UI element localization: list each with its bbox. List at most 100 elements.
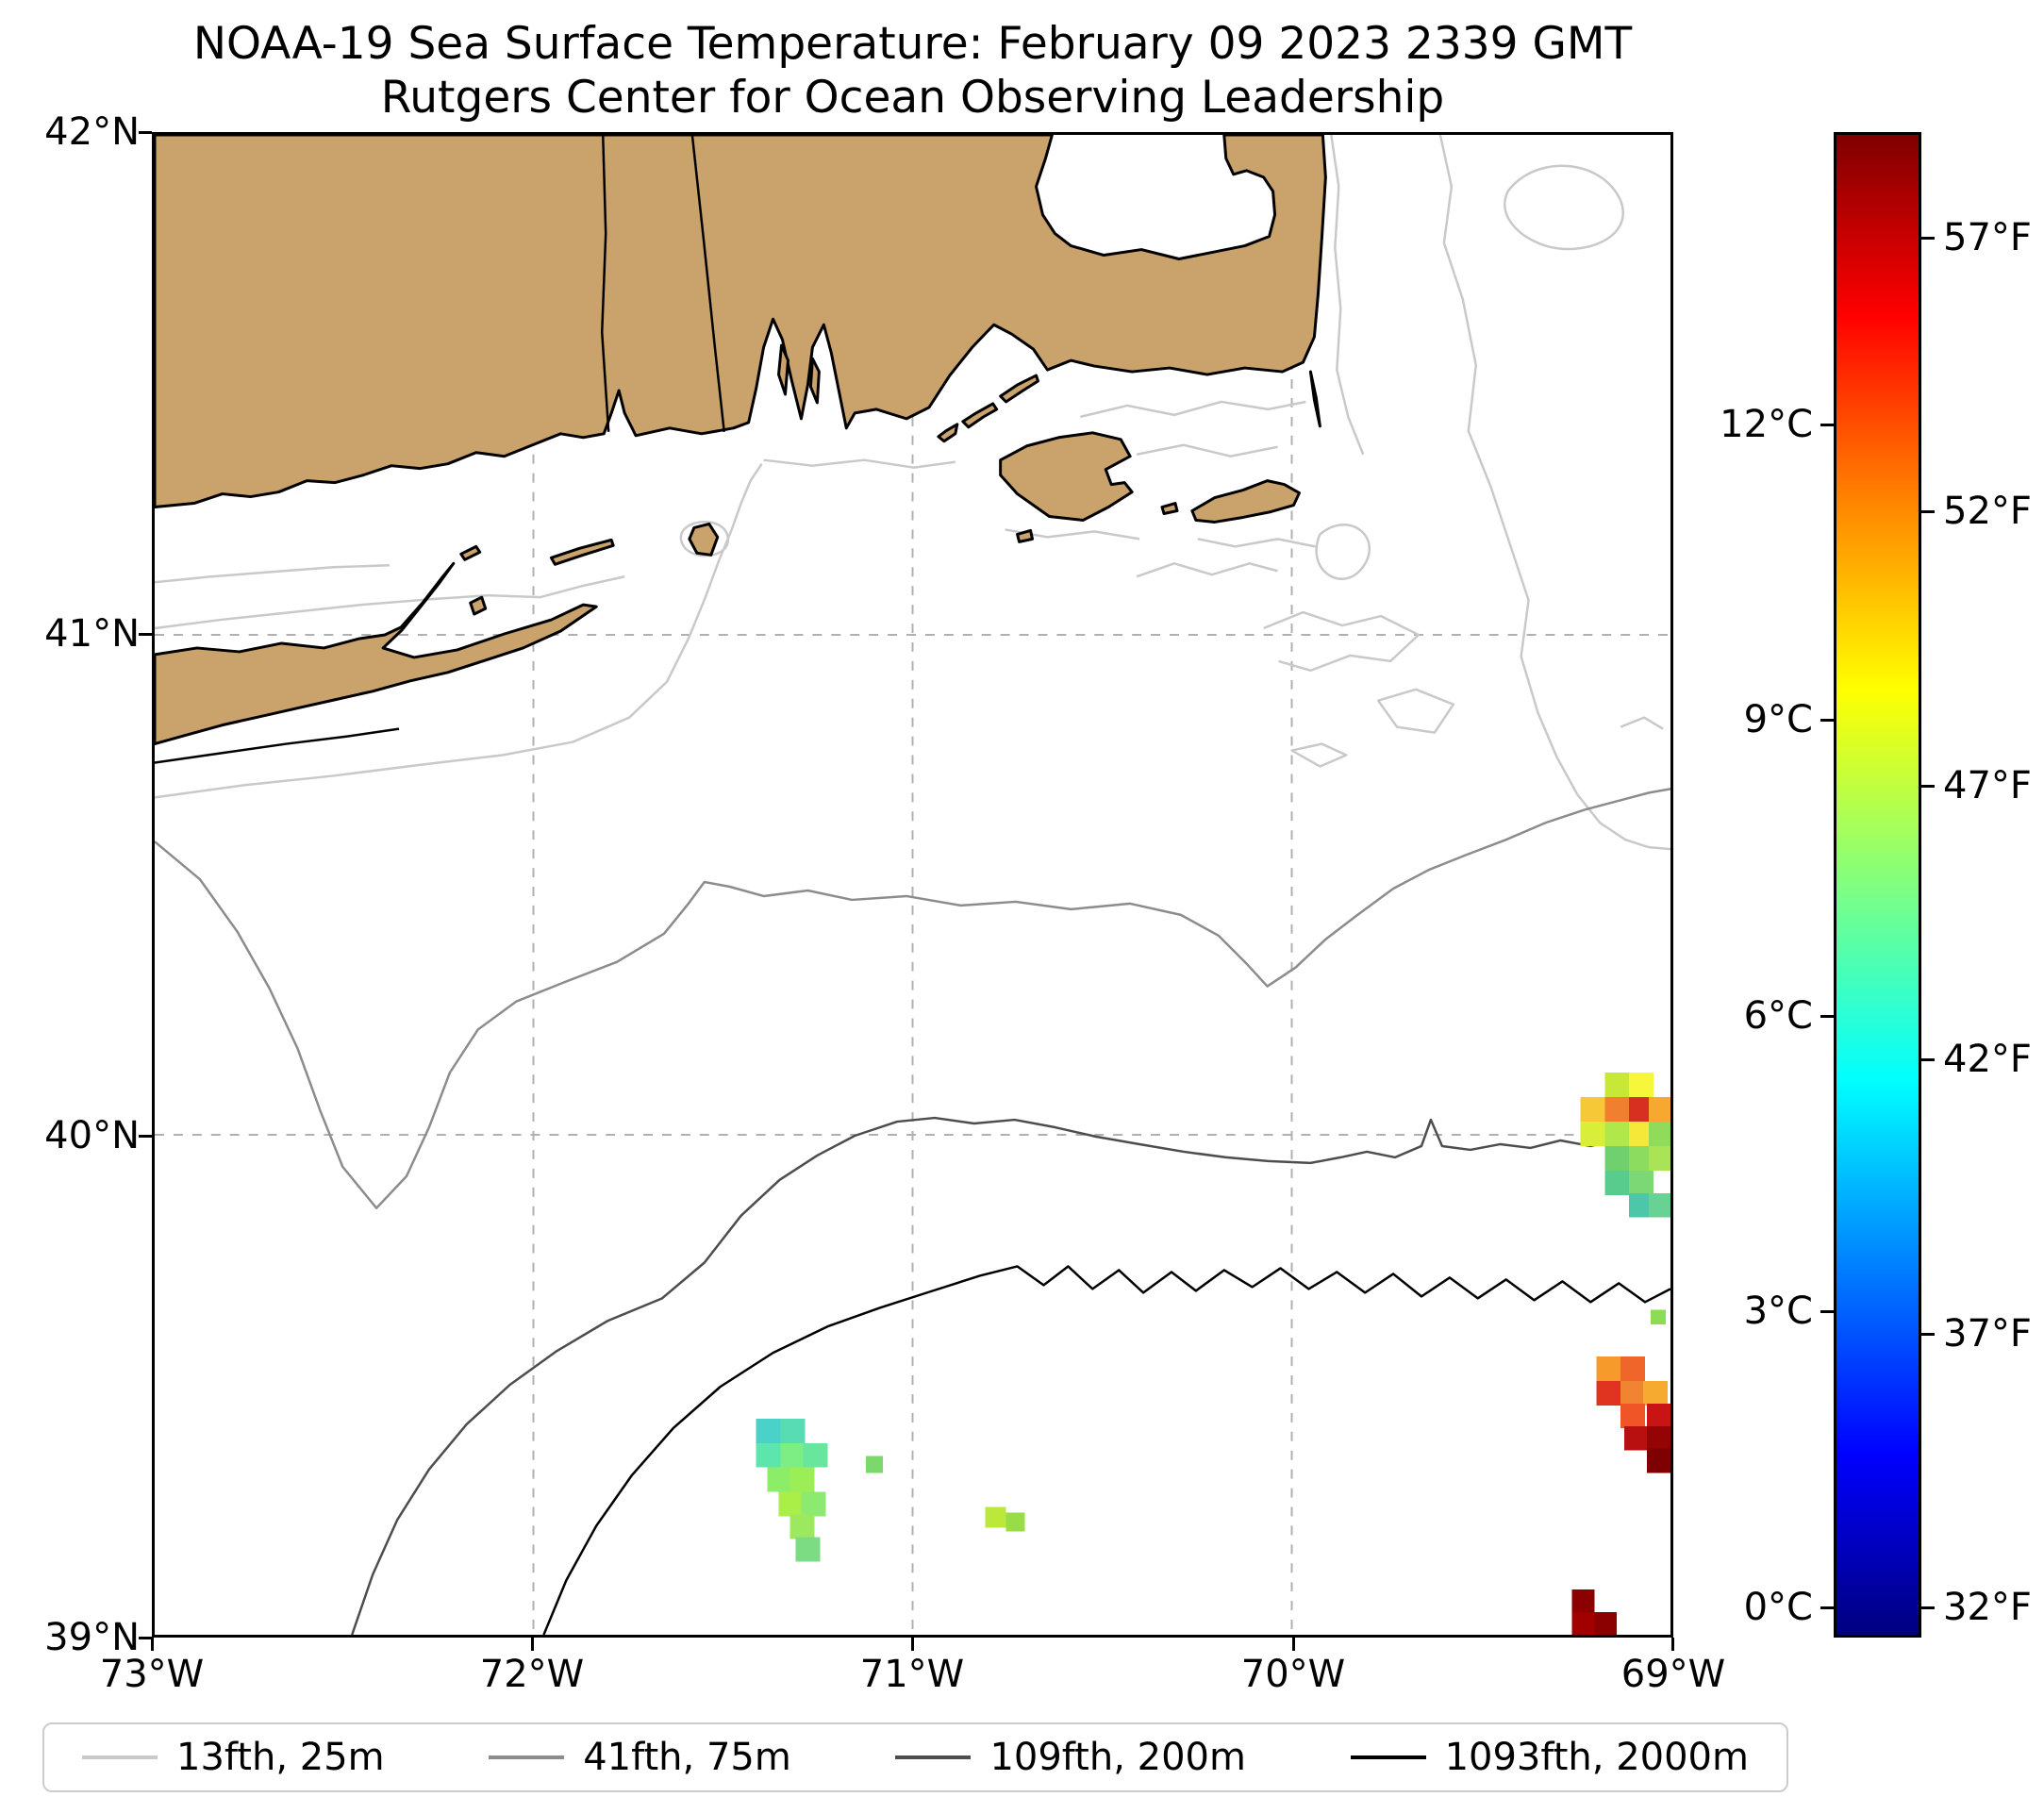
land-monomoy	[1308, 370, 1321, 428]
sst-pixel	[756, 1442, 781, 1468]
page-title: NOAA-19 Sea Surface Temperature: Februar…	[192, 18, 1633, 70]
sst-pixel	[1647, 1448, 1670, 1473]
map-plot	[152, 132, 1673, 1638]
colorbar-tick-f	[1921, 1058, 1935, 1061]
sst-pixel	[789, 1467, 815, 1492]
colorbar-tick-f	[1921, 1333, 1935, 1336]
land-nantucket	[1190, 479, 1301, 524]
colorbar-label-32f: 32°F	[1943, 1586, 2032, 1629]
contour-75m-layer	[155, 788, 1670, 1209]
sst-pixel	[778, 1491, 804, 1517]
x-axis-tick	[911, 1638, 914, 1651]
legend-label-2000m: 1093fth, 2000m	[1444, 1736, 1749, 1779]
sst-pixel	[1629, 1073, 1654, 1098]
barrier-beach-line	[155, 727, 400, 764]
x-axis-tick	[151, 1638, 154, 1651]
land-long-island	[155, 561, 598, 746]
depth-contour-legend: 13fth, 25m 41fth, 75m 109fth, 200m 1093f…	[42, 1722, 1788, 1792]
x-axis-label-73w: 73°W	[99, 1653, 205, 1696]
legend-item-25m: 13fth, 25m	[82, 1736, 385, 1779]
sst-pixel	[1571, 1589, 1595, 1613]
land-nomans-land	[1016, 528, 1035, 543]
sst-pixel	[1647, 1403, 1670, 1428]
sst-pixel	[985, 1506, 1006, 1528]
sst-pixel	[1604, 1170, 1630, 1195]
sst-pixel	[756, 1418, 781, 1443]
sst-pixel	[1596, 1381, 1621, 1406]
sst-pixel	[1624, 1425, 1650, 1451]
x-axis-tick	[1671, 1638, 1674, 1651]
sst-pixel	[866, 1456, 884, 1473]
colorbar-tick-f	[1921, 1606, 1935, 1609]
colorbar-tick-c	[1820, 424, 1834, 426]
y-axis-label-41n: 41°N	[44, 612, 140, 656]
sst-pixel	[1596, 1356, 1621, 1382]
legend-line-200m-icon	[895, 1755, 972, 1759]
map-canvas	[155, 135, 1670, 1635]
x-axis-label-72w: 72°W	[479, 1653, 585, 1696]
sst-pixel	[803, 1442, 828, 1468]
colorbar-tick-c	[1820, 1015, 1834, 1018]
x-axis-label-69w: 69°W	[1620, 1653, 1726, 1696]
sst-pixel	[1620, 1381, 1646, 1406]
legend-line-25m-icon	[82, 1755, 158, 1759]
colorbar	[1834, 132, 1921, 1638]
sst-pixel	[1604, 1145, 1630, 1171]
colorbar-label-3c: 3°C	[1743, 1290, 1813, 1333]
sst-pixel	[1647, 1425, 1670, 1451]
land-block-island	[688, 522, 720, 557]
figure-header: NOAA-19 Sea Surface Temperature: Februar…	[152, 17, 1673, 125]
land-fishers-island	[549, 538, 615, 566]
contour-2000m-layer	[542, 1265, 1670, 1635]
legend-label-200m: 109fth, 200m	[989, 1736, 1246, 1779]
sst-pixel	[1594, 1612, 1618, 1635]
colorbar-tick-f	[1921, 510, 1935, 513]
land-gardiners-island	[469, 595, 488, 616]
legend-label-25m: 13fth, 25m	[176, 1736, 385, 1779]
colorbar-label-42f: 42°F	[1943, 1038, 2032, 1081]
state-border-ri-ma	[690, 135, 725, 432]
land-narragansett-island-2	[777, 343, 789, 396]
colorbar-label-6c: 6°C	[1743, 994, 1813, 1038]
sst-pixel	[1571, 1612, 1595, 1635]
sst-pixel	[1649, 1097, 1670, 1123]
sst-pixel	[1651, 1309, 1667, 1325]
y-axis-tick	[139, 633, 152, 636]
land-plum-island	[459, 544, 482, 561]
y-axis-tick	[139, 131, 152, 134]
sst-pixel	[1649, 1192, 1670, 1218]
sst-pixel	[780, 1442, 806, 1468]
land-layer	[155, 135, 1327, 746]
y-axis-label-40n: 40°N	[44, 1114, 140, 1157]
page-subtitle: Rutgers Center for Ocean Observing Leade…	[380, 72, 1445, 125]
sst-pixel	[767, 1467, 792, 1492]
contour-200m-layer	[351, 1116, 1670, 1635]
sst-pixel	[1580, 1122, 1605, 1146]
colorbar-tick-f	[1921, 237, 1935, 240]
legend-line-75m-icon	[489, 1755, 565, 1759]
sst-pixel	[795, 1537, 821, 1562]
sst-pixel	[1005, 1512, 1025, 1532]
sst-pixel	[780, 1418, 806, 1443]
sst-pixel	[1604, 1122, 1630, 1146]
x-axis-tick	[1292, 1638, 1295, 1651]
sst-pixel	[1620, 1356, 1646, 1382]
colorbar-label-0c: 0°C	[1743, 1586, 1813, 1629]
y-axis-label-42n: 42°N	[44, 110, 140, 154]
x-axis-tick	[531, 1638, 534, 1651]
legend-label-75m: 41fth, 75m	[583, 1736, 791, 1779]
y-axis-tick	[139, 1637, 152, 1639]
colorbar-label-37f: 37°F	[1943, 1312, 2032, 1356]
sst-pixel	[1643, 1381, 1669, 1406]
sst-pixel	[1604, 1073, 1630, 1098]
land-narragansett-island-1	[808, 357, 821, 405]
sst-pixel	[801, 1491, 826, 1517]
colorbar-tick-c	[1820, 1310, 1834, 1313]
sst-data-layer	[756, 1073, 1670, 1635]
legend-item-2000m: 1093fth, 2000m	[1350, 1736, 1749, 1779]
sst-pixel	[1649, 1122, 1670, 1146]
y-axis-label-39n: 39°N	[44, 1616, 140, 1659]
colorbar-label-52f: 52°F	[1943, 490, 2032, 533]
sst-pixel	[1629, 1170, 1654, 1195]
